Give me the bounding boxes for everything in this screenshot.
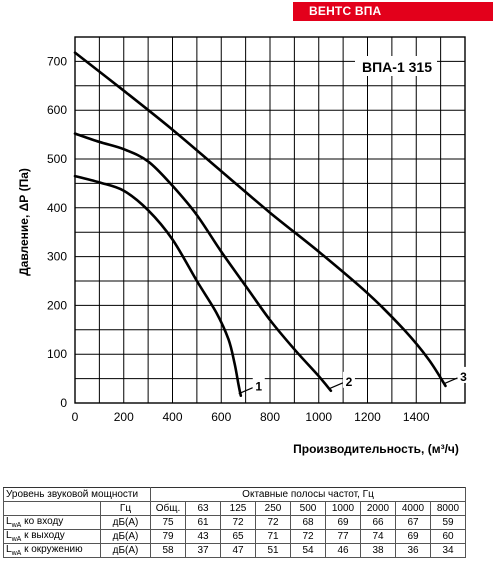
row-value: 79 bbox=[150, 529, 186, 544]
row-value: 43 bbox=[185, 529, 221, 544]
row-value: 69 bbox=[395, 529, 431, 544]
row-value: 37 bbox=[185, 543, 221, 558]
curve-3 bbox=[73, 51, 447, 388]
row-value: 60 bbox=[430, 529, 466, 544]
table-row: LwA ко входу дБ(А) 75 61 72 72 68 69 66 67 59 bbox=[3, 515, 466, 530]
column-header-cell: 63 bbox=[185, 501, 221, 516]
row-label: LwA ко входу bbox=[3, 515, 101, 530]
row-value: 71 bbox=[255, 529, 291, 544]
row-unit: дБ(А) bbox=[100, 529, 151, 544]
row-value: 77 bbox=[325, 529, 361, 544]
curve-label-bg-3 bbox=[457, 366, 470, 383]
table-row: LwA к выходу дБ(А) 79 43 65 71 72 77 74 69 60 bbox=[3, 529, 466, 544]
column-header-cell: 250 bbox=[255, 501, 291, 516]
unit-header-cell: Гц bbox=[100, 501, 151, 516]
row-value: 51 bbox=[255, 543, 291, 558]
curve-label-bg-2 bbox=[342, 371, 355, 388]
row-value: 54 bbox=[290, 543, 326, 558]
x-tick-label: 0 bbox=[72, 410, 79, 424]
x-tick-label: 600 bbox=[211, 410, 231, 424]
row-value: 72 bbox=[255, 515, 291, 530]
x-tick-label: 1000 bbox=[305, 410, 332, 424]
table-header-row: Уровень звуковой мощности Октавные полосы… bbox=[3, 487, 466, 502]
x-tick-labels: 0 200 400 600 800 1000 1200 1400 bbox=[72, 410, 430, 424]
row-value: 72 bbox=[290, 529, 326, 544]
y-tick-label: 200 bbox=[47, 298, 67, 312]
row-value: 58 bbox=[150, 543, 186, 558]
row-label: LwA к окружению bbox=[3, 543, 101, 558]
y-tick-label: 700 bbox=[47, 54, 67, 68]
curve-leader-2 bbox=[328, 382, 344, 390]
x-tick-label: 800 bbox=[260, 410, 280, 424]
row-value: 36 bbox=[395, 543, 431, 558]
y-axis-label: Давление, ΔР (Па) bbox=[17, 168, 31, 276]
row-value: 66 bbox=[360, 515, 396, 530]
curve-leader-1 bbox=[238, 387, 253, 395]
column-header-cell: Общ. bbox=[150, 501, 186, 516]
row-value: 68 bbox=[290, 515, 326, 530]
table-columns-row: Гц Общ. 63 125 250 500 1000 2000 4000 8000 bbox=[3, 501, 466, 516]
y-tick-label: 0 bbox=[60, 396, 67, 410]
row-unit: дБ(А) bbox=[100, 543, 151, 558]
x-axis-label: Производительность, (м³/ч) bbox=[293, 442, 459, 456]
y-tick-label: 600 bbox=[47, 103, 67, 117]
y-tick-label: 500 bbox=[47, 152, 67, 166]
column-header-cell: 500 bbox=[290, 501, 326, 516]
column-header-cell: 1000 bbox=[325, 501, 361, 516]
x-tick-label: 400 bbox=[162, 410, 182, 424]
curve-label-bg-1 bbox=[252, 376, 265, 393]
curve-label-3: 3 bbox=[460, 370, 467, 384]
row-value: 34 bbox=[430, 543, 466, 558]
x-tick-label: 1200 bbox=[354, 410, 381, 424]
curve-labels: 1 2 3 bbox=[238, 366, 470, 395]
table-row: LwA к окружению дБ(А) 58 37 47 51 54 46 38 36 34 bbox=[3, 543, 466, 558]
row-value: 69 bbox=[325, 515, 361, 530]
chart-grid bbox=[75, 37, 465, 403]
y-tick-labels: 0 100 200 300 400 500 600 700 bbox=[47, 54, 67, 410]
row-value: 67 bbox=[395, 515, 431, 530]
curve-2 bbox=[73, 132, 333, 393]
table-title-cell: Уровень звуковой мощности bbox=[3, 487, 151, 502]
sound-power-table: Уровень звуковой мощности Октавные полосы… bbox=[3, 487, 466, 558]
row-value: 61 bbox=[185, 515, 221, 530]
plot-frame bbox=[74, 36, 466, 404]
row-value: 75 bbox=[150, 515, 186, 530]
row-value: 74 bbox=[360, 529, 396, 544]
band-header-cell: Октавные полосы частот, Гц bbox=[150, 487, 466, 502]
row-value: 47 bbox=[220, 543, 256, 558]
model-label-bg bbox=[355, 56, 437, 76]
fan-performance-chart: 0 200 400 600 800 1000 1200 1400 0 100 200 300 400 5… bbox=[17, 36, 470, 456]
y-tick-label: 100 bbox=[47, 347, 67, 361]
performance-curves bbox=[73, 51, 447, 397]
curve-leader-3 bbox=[443, 377, 458, 385]
row-label: LwA к выходу bbox=[3, 529, 101, 544]
column-header-cell: 4000 bbox=[395, 501, 431, 516]
curve-1 bbox=[73, 174, 243, 397]
model-title: ВПА-1 315 bbox=[362, 59, 432, 75]
row-value: 46 bbox=[325, 543, 361, 558]
x-tick-label: 1400 bbox=[403, 410, 430, 424]
row-value: 72 bbox=[220, 515, 256, 530]
row-value: 38 bbox=[360, 543, 396, 558]
x-tick-label: 200 bbox=[114, 410, 134, 424]
column-header-cell: 2000 bbox=[360, 501, 396, 516]
row-unit: дБ(А) bbox=[100, 515, 151, 530]
brand-tag: ВЕНТС ВПА bbox=[293, 2, 493, 21]
row-value: 59 bbox=[430, 515, 466, 530]
y-tick-label: 300 bbox=[47, 250, 67, 264]
curve-label-1: 1 bbox=[255, 380, 262, 394]
curve-label-2: 2 bbox=[346, 375, 353, 389]
column-header-cell: 125 bbox=[220, 501, 256, 516]
y-tick-label: 400 bbox=[47, 201, 67, 215]
empty-cell bbox=[3, 501, 101, 516]
row-value: 65 bbox=[220, 529, 256, 544]
column-header-cell: 8000 bbox=[430, 501, 466, 516]
